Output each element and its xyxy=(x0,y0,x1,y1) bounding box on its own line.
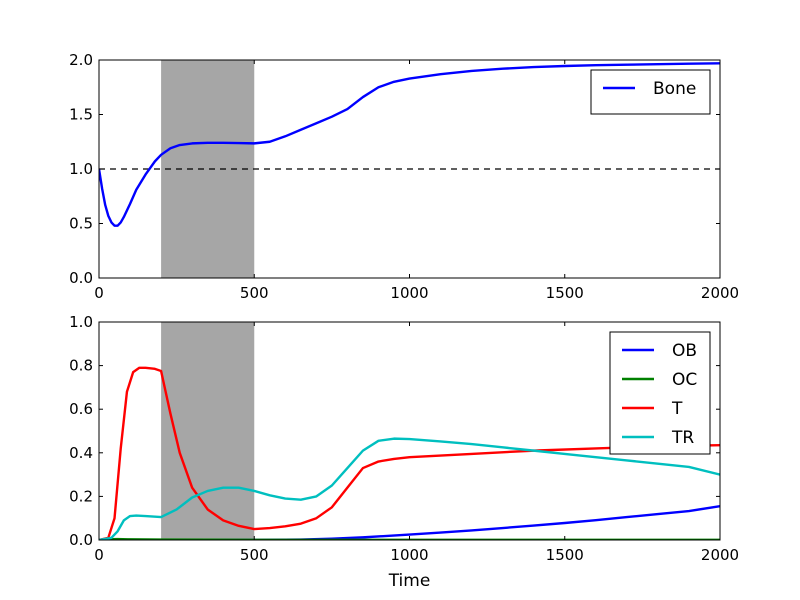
y-tick-label: 0.5 xyxy=(69,215,93,233)
x-tick-label: 1000 xyxy=(390,284,428,302)
series-line-bone xyxy=(99,62,720,227)
y-tick-label: 1.0 xyxy=(69,313,93,331)
y-tick-label: 0.0 xyxy=(69,531,93,549)
y-tick-label: 1.0 xyxy=(69,160,93,178)
legend: OB OC T TR xyxy=(609,331,711,455)
y-tick-label: 2.0 xyxy=(69,51,93,69)
x-tick-label: 1000 xyxy=(390,546,428,564)
x-tick-label: 1500 xyxy=(546,284,584,302)
shaded-region xyxy=(161,60,255,278)
y-tick-label: 0.0 xyxy=(69,269,93,287)
legend-label-t: T xyxy=(671,399,683,419)
y-tick-label: 1.5 xyxy=(69,106,93,124)
legend-label-tr: TR xyxy=(671,428,694,448)
legend-label-bone: Bone xyxy=(653,79,696,99)
shaded-region xyxy=(161,322,255,540)
x-tick-label: 500 xyxy=(240,284,269,302)
y-tick-label: 0.4 xyxy=(69,444,93,462)
x-tick-label: 0 xyxy=(94,284,104,302)
x-tick-label: 2000 xyxy=(701,284,739,302)
bottom-panel-cells: 0 500 1000 1500 2000 0.0 0.2 0.4 0.6 0.8 1.0 Time OB… xyxy=(69,313,739,591)
legend-label-oc: OC xyxy=(672,370,697,390)
legend: Bone xyxy=(590,69,711,115)
series-line-tr xyxy=(99,437,720,540)
x-tick-label: 500 xyxy=(240,546,269,564)
legend-box xyxy=(609,331,711,455)
legend-box xyxy=(590,69,711,115)
top-panel-bone: 0 500 1000 1500 2000 0.0 0.5 1.0 1.5 2.0 Bone xyxy=(69,51,739,302)
x-axis-title: Time xyxy=(388,571,431,591)
x-tick-label: 2000 xyxy=(701,546,739,564)
x-tick-label: 1500 xyxy=(546,546,584,564)
legend-label-ob: OB xyxy=(672,341,697,361)
y-tick-label: 0.6 xyxy=(69,400,93,418)
x-tick-label: 0 xyxy=(94,546,104,564)
y-tick-label: 0.2 xyxy=(69,487,93,505)
series-line-t xyxy=(99,366,720,540)
y-tick-label: 0.8 xyxy=(69,357,93,375)
